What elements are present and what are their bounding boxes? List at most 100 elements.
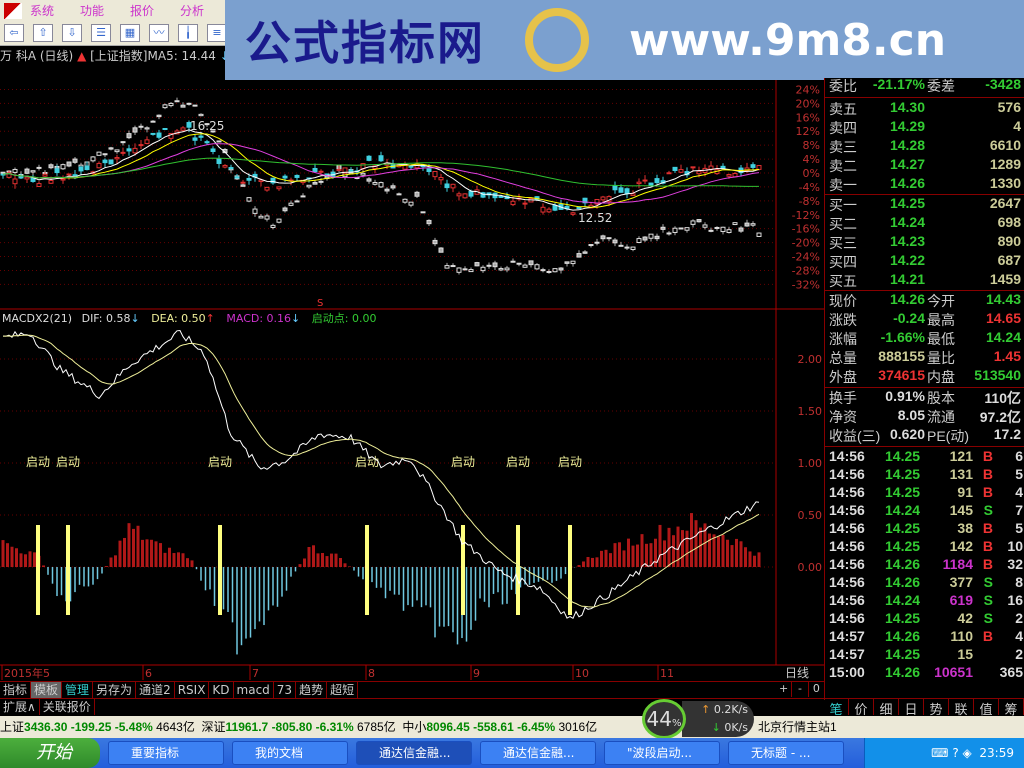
trade-price: 14.26 xyxy=(885,664,921,680)
tab-5[interactable]: RSIX xyxy=(175,682,210,698)
tab-0[interactable]: 指标 xyxy=(0,682,32,698)
index-candle xyxy=(186,102,192,105)
candle xyxy=(42,173,48,177)
trade-count: 8 xyxy=(1015,574,1023,590)
ma10-line xyxy=(2,133,760,208)
stat-label: 最低 xyxy=(927,331,955,347)
trade-side: S xyxy=(983,502,993,518)
date-label: 9 xyxy=(473,667,480,680)
trade-side: B xyxy=(982,448,993,464)
index-candle xyxy=(144,127,150,130)
index-candle xyxy=(114,149,120,153)
candle xyxy=(120,151,126,154)
bid-volume: 2647 xyxy=(989,195,1021,211)
task-button[interactable]: 无标题 - ... xyxy=(728,741,844,765)
menu-analysis[interactable]: 分析 xyxy=(180,4,205,18)
right-tab-6[interactable]: 值 xyxy=(974,699,999,718)
zoom-out-button[interactable]: - xyxy=(792,682,809,697)
trade-price: 14.25 xyxy=(885,448,921,464)
task-button[interactable]: 重要指标 xyxy=(108,741,224,765)
date-label: 7 xyxy=(252,667,259,680)
index-candle xyxy=(300,195,306,198)
index-candle xyxy=(120,141,126,144)
list-icon[interactable]: ≡ xyxy=(207,24,227,42)
tab-3[interactable]: 另存为 xyxy=(93,682,137,698)
ext-tab-1[interactable]: 关联报价 xyxy=(40,699,95,715)
back-arrow-icon[interactable]: ⇦ xyxy=(4,24,24,42)
ext-tab-0[interactable]: 扩展∧ xyxy=(0,699,40,715)
candle xyxy=(726,174,732,177)
menu-function[interactable]: 功能 xyxy=(80,4,105,18)
tab-9[interactable]: 趋势 xyxy=(296,682,328,698)
app-logo-icon xyxy=(4,2,22,19)
tab-10[interactable]: 超短 xyxy=(327,682,359,698)
menu-quote[interactable]: 报价 xyxy=(130,4,155,18)
fund-value: 97.2亿 xyxy=(979,409,1021,425)
dea-line xyxy=(3,334,760,608)
task-button[interactable]: 我的文档 xyxy=(232,741,348,765)
pct-tick: -12% xyxy=(792,209,820,222)
zoom-in-button[interactable]: + xyxy=(776,682,793,697)
index-candle xyxy=(750,223,756,226)
kline-chart[interactable]: 24%20%16%12%8%4%0%-4%-8%-12%-16%-20%-24%… xyxy=(0,80,824,680)
stock-name: 万 科A xyxy=(0,49,37,63)
help-icon[interactable]: ? xyxy=(952,746,959,760)
stat-value: 1.45 xyxy=(993,348,1021,364)
candle xyxy=(180,127,186,131)
right-tab-7[interactable]: 筹 xyxy=(999,699,1024,718)
up-arrow-icon[interactable]: ⇧ xyxy=(33,24,53,42)
ask-price: 14.27 xyxy=(889,156,925,172)
keyboard-icon[interactable]: ⌨ xyxy=(931,746,949,760)
tab-7[interactable]: macd xyxy=(234,682,274,698)
index-candle xyxy=(420,211,426,214)
macd-tick: 1.50 xyxy=(798,405,823,418)
candlestick-icon[interactable]: ╽ xyxy=(178,24,198,42)
tab-2[interactable]: 管理 xyxy=(62,682,94,698)
task-button[interactable]: "波段启动... xyxy=(604,741,720,765)
index-candle xyxy=(696,219,702,223)
right-tab-4[interactable]: 势 xyxy=(924,699,949,718)
candle xyxy=(432,170,438,178)
menu-system[interactable]: 系统 xyxy=(30,4,55,18)
ask-price: 14.29 xyxy=(889,118,925,134)
right-tab-1[interactable]: 价 xyxy=(849,699,874,718)
line-chart-icon[interactable]: 〰 xyxy=(149,24,169,42)
zoom-reset-button[interactable]: 0 xyxy=(812,682,820,695)
candle xyxy=(240,181,246,184)
right-tab-5[interactable]: 联 xyxy=(949,699,974,718)
candle xyxy=(636,181,642,185)
start-point-value: 启动点: 0.00 xyxy=(312,312,377,325)
start-button[interactable]: 开始 xyxy=(0,738,100,768)
signal-bar xyxy=(365,525,369,615)
trade-time: 14:56 xyxy=(829,448,865,464)
shield-icon[interactable]: ◈ xyxy=(962,746,972,760)
index-candle xyxy=(456,267,462,273)
report-icon[interactable]: ☰ xyxy=(91,24,111,42)
table-icon[interactable]: ▦ xyxy=(120,24,140,42)
right-tab-3[interactable]: 日 xyxy=(899,699,924,718)
start-signals: 启动 启动 启动 启动 启动 启动 启动 xyxy=(26,455,582,615)
down-arrow-icon[interactable]: ⇩ xyxy=(62,24,82,42)
stat-value: 14.43 xyxy=(985,291,1021,307)
trade-time: 14:56 xyxy=(829,466,865,482)
candle xyxy=(624,188,630,195)
candle xyxy=(600,196,606,201)
network-gauge[interactable]: ↑ 0.2K/s ↓ 0K/s 44% xyxy=(642,699,754,739)
bid-label: 买四 xyxy=(829,254,857,270)
ask-row: 卖二 14.27 1289 xyxy=(825,156,1024,175)
server-name[interactable]: 北京行情主站1 xyxy=(758,720,837,734)
tab-1[interactable]: 模板 xyxy=(31,682,63,698)
tab-4[interactable]: 通道2 xyxy=(136,682,175,698)
tab-8[interactable]: 73 xyxy=(274,682,297,698)
date-axis: 2015年5 6 7 8 9 10 11 xyxy=(1,665,674,680)
candle xyxy=(570,212,576,215)
bid-label: 买五 xyxy=(829,273,857,289)
task-button[interactable]: 通达信金融... xyxy=(480,741,596,765)
right-tab-2[interactable]: 细 xyxy=(874,699,899,718)
right-tab-0[interactable]: 笔 xyxy=(824,699,849,718)
tab-6[interactable]: KD xyxy=(209,682,234,698)
trade-volume: 110 xyxy=(950,628,973,644)
stat-row: 涨跌 -0.24 最高 14.65 xyxy=(825,310,1024,329)
task-button[interactable]: 通达信金融... xyxy=(356,741,472,765)
candle xyxy=(510,200,516,206)
